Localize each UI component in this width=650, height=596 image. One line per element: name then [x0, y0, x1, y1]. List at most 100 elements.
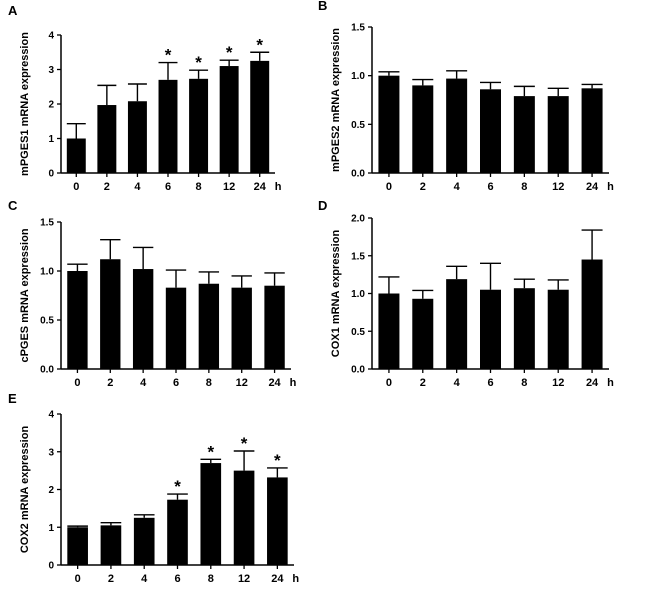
y-axis-label: mPGES2 mRNA expression: [330, 28, 342, 172]
y-axis-label: COX2 mRNA expression: [19, 426, 31, 554]
x-unit-label: h: [607, 181, 614, 193]
bar: [67, 527, 88, 565]
significance-star: *: [226, 43, 233, 62]
y-axis-label: cPGES mRNA expression: [19, 228, 31, 362]
bar: [412, 85, 434, 173]
x-tick-label: 24: [254, 181, 267, 193]
bar: [547, 289, 569, 369]
y-tick-label: 1.5: [351, 23, 365, 34]
x-tick-label: 24: [586, 181, 599, 193]
x-tick-label: 12: [223, 181, 235, 193]
y-tick-label: 1.0: [40, 267, 54, 278]
bar: [513, 96, 535, 173]
bar: [200, 463, 222, 565]
x-tick-label: 6: [173, 377, 179, 389]
significance-star: *: [274, 451, 281, 470]
bar: [100, 525, 122, 565]
x-tick-label: 4: [454, 377, 461, 389]
significance-star: *: [241, 434, 248, 453]
bar: [165, 287, 187, 369]
x-unit-label: h: [290, 377, 297, 389]
bar: [127, 101, 147, 173]
bar: [264, 285, 285, 369]
y-tick-label: 0.0: [351, 169, 365, 180]
x-tick-label: 6: [487, 377, 493, 389]
x-tick-label: 12: [552, 181, 564, 193]
y-tick-label: 2: [48, 100, 54, 111]
significance-star: *: [195, 53, 202, 72]
significance-star: *: [165, 46, 172, 65]
y-tick-label: 0.0: [40, 365, 54, 376]
y-tick-label: 1.5: [351, 251, 365, 262]
x-unit-label: h: [292, 573, 299, 585]
x-tick-label: 12: [552, 377, 564, 389]
bar: [250, 60, 270, 173]
x-tick-label: 0: [386, 377, 392, 389]
y-tick-label: 0.5: [40, 316, 54, 327]
significance-star: *: [256, 35, 263, 54]
x-tick-label: 8: [208, 573, 214, 585]
bar: [167, 499, 188, 565]
bar: [547, 96, 569, 173]
panel-letter: C: [8, 198, 18, 213]
x-unit-label: h: [607, 377, 614, 389]
panel-letter: D: [318, 198, 327, 213]
x-tick-label: 24: [271, 573, 284, 585]
panel-letter: A: [8, 3, 18, 18]
y-tick-label: 3: [48, 65, 54, 76]
y-axis-label: mPGES1 mRNA expression: [19, 32, 31, 176]
y-tick-label: 0: [48, 561, 54, 572]
x-tick-label: 2: [104, 181, 110, 193]
x-tick-label: 8: [206, 377, 212, 389]
bar: [513, 288, 535, 369]
bar: [378, 293, 400, 369]
x-tick-label: 4: [140, 377, 147, 389]
y-tick-label: 1.5: [40, 218, 54, 229]
x-tick-label: 24: [268, 377, 281, 389]
bar: [67, 271, 88, 369]
x-tick-label: 12: [238, 573, 250, 585]
x-tick-label: 2: [108, 573, 114, 585]
bar: [412, 298, 434, 369]
x-tick-label: 2: [420, 181, 426, 193]
bar: [219, 66, 239, 173]
x-tick-label: 6: [165, 181, 171, 193]
y-tick-label: 1.0: [351, 71, 365, 82]
x-tick-label: 0: [386, 181, 392, 193]
x-tick-label: 8: [196, 181, 202, 193]
significance-star: *: [174, 477, 181, 496]
bar: [132, 269, 154, 369]
x-tick-label: 24: [586, 377, 599, 389]
y-tick-label: 3: [48, 447, 54, 458]
panel-c: C 0.0 0.5 1.0 1.5 cPGES mRNA expression 0 2 4 6 8 1…: [8, 198, 297, 389]
y-tick-label: 2.0: [351, 214, 365, 225]
bar: [581, 88, 603, 173]
bar: [480, 89, 501, 173]
x-tick-label: 4: [134, 181, 141, 193]
bar: [66, 138, 86, 173]
bar: [100, 259, 121, 369]
x-unit-label: h: [275, 181, 282, 193]
bar: [581, 259, 603, 369]
y-axis-label: COX1 mRNA expression: [330, 230, 342, 358]
panel-letter: E: [8, 391, 17, 406]
y-tick-label: 1: [48, 134, 54, 145]
x-tick-label: 12: [236, 377, 248, 389]
bar: [189, 78, 209, 173]
y-tick-label: 0.5: [351, 327, 365, 338]
bar: [233, 470, 255, 565]
panel-letter: B: [318, 0, 327, 13]
x-tick-label: 0: [74, 377, 80, 389]
bar: [97, 105, 117, 173]
y-tick-label: 2: [48, 485, 54, 496]
bar: [267, 477, 288, 565]
x-tick-label: 2: [420, 377, 426, 389]
x-tick-label: 8: [521, 181, 527, 193]
y-tick-label: 0.5: [351, 120, 365, 131]
